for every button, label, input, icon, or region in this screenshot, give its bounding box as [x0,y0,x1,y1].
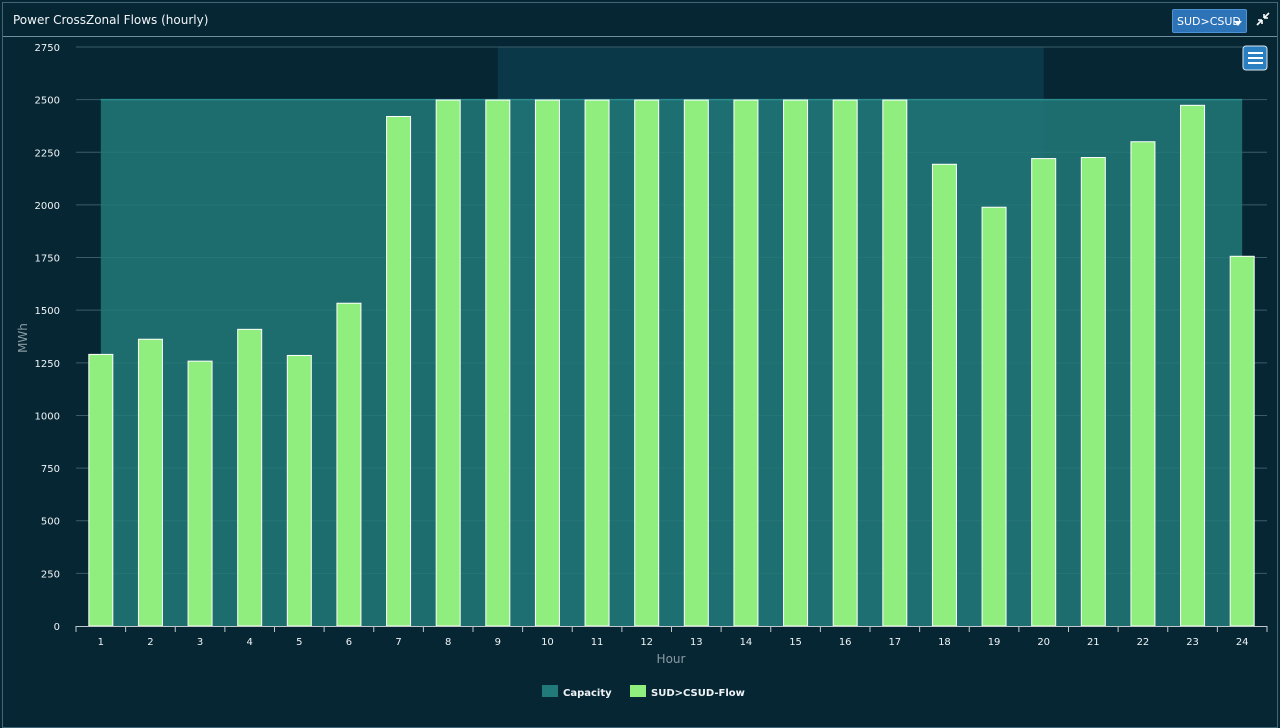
bar-flow-hour-22[interactable] [1130,141,1156,627]
zone-selector-dropdown[interactable]: SUD>CSUD [1172,9,1247,33]
x-tick-label: 14 [740,637,753,648]
bar-flow-hour-15[interactable] [783,99,809,627]
hamburger-menu-icon [1248,52,1263,64]
x-tick-label: 16 [839,637,852,648]
x-tick-label: 8 [445,637,451,648]
y-tick-label: 750 [41,464,60,475]
bar-flow-hour-2[interactable] [137,338,163,627]
capacity-area [100,99,1243,627]
x-tick-label: 10 [541,637,554,648]
x-tick-label: 4 [247,637,253,648]
legend-label-flow: SUD>CSUD-Flow [651,688,745,699]
bar-flow-hour-9[interactable] [485,99,511,627]
x-tick-label: 9 [495,637,501,648]
bar-flow-hour-20[interactable] [1031,158,1057,627]
bar-flow-hour-17[interactable] [882,99,908,627]
y-axis-title: MWh [16,323,30,353]
x-tick-label: 21 [1087,637,1100,648]
bar-flow-hour-7[interactable] [386,115,412,627]
x-tick-label: 6 [346,637,352,648]
x-tick-label: 5 [296,637,302,648]
y-tick-label: 1750 [35,254,60,265]
x-tick-label: 11 [591,637,604,648]
bar-flow-hour-24[interactable] [1229,255,1255,627]
bar-flow-hour-14[interactable] [733,99,759,627]
panel-header: Power CrossZonal Flows (hourly) SUD>CSUD [3,3,1277,37]
x-axis-title: Hour [657,652,686,666]
bar-flow-hour-10[interactable] [534,99,560,627]
y-tick-label: 2750 [35,43,60,54]
bar-flow-hour-13[interactable] [683,99,709,627]
bar-flow-hour-19[interactable] [981,206,1007,627]
bar-flow-hour-5[interactable] [286,354,312,627]
y-tick-label: 500 [41,517,60,528]
chart-menu-button[interactable] [1242,45,1268,71]
bar-flow-hour-1[interactable] [88,353,114,627]
x-tick-label: 7 [395,637,401,648]
bar-flow-hour-11[interactable] [584,99,610,627]
y-tick-label: 1500 [35,306,60,317]
x-tick-label: 12 [640,637,653,648]
x-tick-label: 20 [1037,637,1050,648]
x-tick-label: 13 [690,637,703,648]
x-tick-label: 15 [789,637,802,648]
y-tick-label: 1250 [35,359,60,370]
legend-swatch-flow [630,685,646,697]
x-tick-label: 18 [938,637,951,648]
x-tick-label: 3 [197,637,203,648]
bar-flow-hour-4[interactable] [237,328,263,627]
bar-flow-hour-23[interactable] [1180,104,1206,627]
zone-selector-value: SUD>CSUD [1177,15,1241,28]
y-tick-label: 2000 [35,201,60,212]
legend: Capacity SUD>CSUD-Flow [542,685,745,699]
x-tick-label: 23 [1186,637,1199,648]
bar-flow-hour-18[interactable] [931,163,957,627]
collapse-arrows-icon[interactable] [1255,11,1271,27]
legend-item-flow[interactable]: SUD>CSUD-Flow [630,685,745,699]
y-tick-label: 250 [41,569,60,580]
bar-flow-hour-12[interactable] [634,99,660,627]
legend-label-capacity: Capacity [563,688,612,699]
y-tick-label: 2500 [35,96,60,107]
x-tick-label: 19 [988,637,1001,648]
bar-flow-hour-16[interactable] [832,99,858,627]
bar-flow-hour-8[interactable] [435,99,461,627]
bar-flow-hour-21[interactable] [1080,157,1106,627]
legend-item-capacity[interactable]: Capacity [542,685,612,699]
bar-flow-hour-3[interactable] [187,360,213,627]
x-tick-label: 24 [1236,637,1249,648]
x-tick-label: 1 [98,637,104,648]
x-tick-label: 22 [1137,637,1150,648]
y-tick-label: 1000 [35,411,60,422]
chevron-down-icon [1234,21,1242,26]
x-tick-label: 17 [888,637,901,648]
y-tick-label: 0 [54,622,60,633]
panel-title: Power CrossZonal Flows (hourly) [13,13,209,27]
legend-swatch-capacity [542,685,558,697]
y-tick-label: 2250 [35,148,60,159]
bar-flow-hour-6[interactable] [336,302,362,627]
x-tick-label: 2 [147,637,153,648]
